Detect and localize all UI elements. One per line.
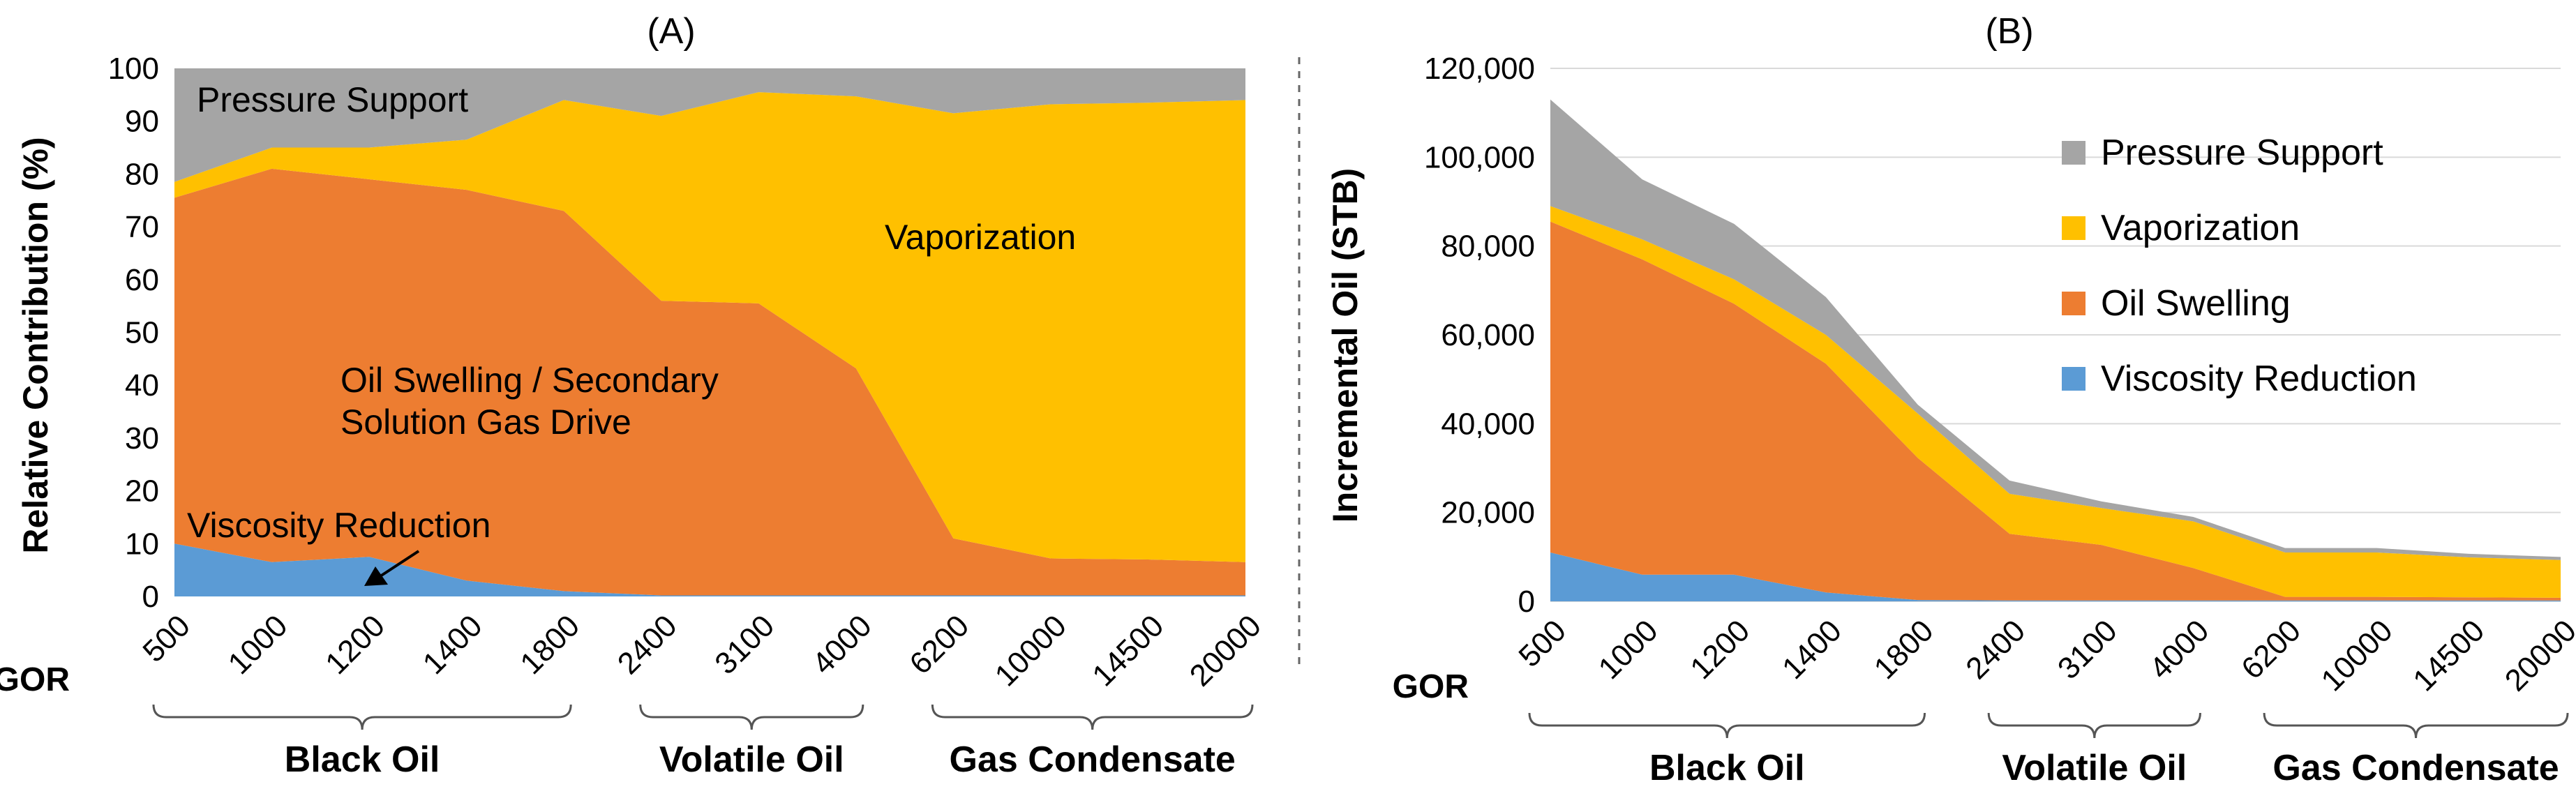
- panel-a-y-tick-label: 30: [125, 421, 159, 456]
- panel-b-x-tick-label: 3100: [2051, 613, 2124, 686]
- group-brace-gas-condensate-a: [931, 704, 1254, 730]
- label-viscosity-reduction-a: Viscosity Reduction: [187, 506, 491, 545]
- panel-b-y-tick-label: 120,000: [1424, 52, 1535, 86]
- panel-b-x-tick-label: 1000: [1592, 613, 1665, 686]
- area-oil-swelling-secondary-solution-gas-drive-a: [174, 168, 1245, 596]
- panel-a-y-tick-label: 20: [125, 474, 159, 509]
- panel-a-areas: [174, 68, 1245, 596]
- panel-b-x-tick-label: 6200: [2235, 613, 2307, 686]
- panel-b-x-tick-label: 1200: [1684, 613, 1756, 686]
- panel-b-y-tick-label: 40,000: [1441, 407, 1535, 441]
- panel-a-x-tick-label: 1000: [222, 608, 294, 681]
- legend-label-oil-swelling: Oil Swelling: [2101, 283, 2291, 324]
- panel-b-x-tick-label: 10000: [2315, 613, 2399, 698]
- label-oil-swelling-line1-a: Oil Swelling / Secondary: [340, 361, 719, 400]
- panel-a-gor-label: GOR: [0, 661, 70, 698]
- area-viscosity-reduction-a: [174, 543, 1245, 596]
- panel-a-x-tick-label: 4000: [806, 608, 878, 681]
- panel-a-y-tick-label: 0: [142, 580, 159, 614]
- panel-a-x-tick-label: 6200: [903, 608, 975, 681]
- legend-swatch-vaporization: [2062, 216, 2085, 240]
- panel-a-x-tick-label: 20000: [1183, 608, 1268, 693]
- viscosity-arrow-head: [364, 566, 388, 586]
- panel-a-x-tick-label: 1800: [514, 608, 586, 681]
- panel-b-x-tick-label: 20000: [2499, 613, 2576, 698]
- panel-b-areas: [1550, 99, 2561, 601]
- panel-b: (B) 0 20,000 40,000 60,000 80,000 100,000 120,…: [1326, 11, 2576, 788]
- group-label-black-oil-a: Black Oil: [285, 739, 440, 780]
- legend-label-vaporization: Vaporization: [2101, 208, 2300, 248]
- panel-a-x-tick-label: 1400: [417, 608, 489, 681]
- group-label-gas-condensate-b: Gas Condensate: [2272, 748, 2559, 788]
- panel-a-x-tick-label: 3100: [708, 608, 781, 681]
- group-brace-volatile-oil-b: [1987, 712, 2201, 739]
- panel-b-x-ticks: 500 1000 1200 1400 1800 2400 3100 4000 6200 10000…: [1512, 613, 2576, 698]
- panel-a-title: (A): [647, 11, 695, 52]
- panel-b-x-tick-label: 2400: [1959, 613, 2032, 686]
- panel-b-x-tick-label: 14500: [2406, 613, 2491, 698]
- panel-a-y-ticks: 0 10 20 30 40 50 60 70 80 90 100: [108, 52, 159, 614]
- panel-b-gor-label: GOR: [1393, 668, 1469, 705]
- panel-b-y-tick-label: 100,000: [1424, 140, 1535, 174]
- legend-swatch-viscosity-reduction: [2062, 367, 2085, 391]
- group-label-black-oil-b: Black Oil: [1649, 748, 1805, 788]
- panel-a-y-tick-label: 10: [125, 527, 159, 561]
- panel-a-y-axis-title: Relative Contribution (%): [16, 137, 55, 553]
- panel-a-y-tick-label: 100: [108, 52, 159, 86]
- panel-b-y-ticks: 0 20,000 40,000 60,000 80,000 100,000 120,000: [1424, 52, 1535, 619]
- panel-a-x-tick-label: 14500: [1086, 608, 1170, 693]
- area-pressure-support-a: [174, 68, 1245, 182]
- group-brace-gas-condensate-b: [2263, 712, 2569, 739]
- panel-a-y-tick-label: 80: [125, 157, 159, 191]
- panel-b-title: (B): [1985, 11, 2033, 52]
- panel-a-y-tick-label: 70: [125, 210, 159, 244]
- panel-b-y-tick-label: 0: [1518, 585, 1535, 619]
- label-pressure-support-a: Pressure Support: [197, 80, 468, 119]
- panel-b-x-tick-label: 1800: [1868, 613, 1940, 686]
- panel-b-x-tick-label: 1400: [1776, 613, 1848, 686]
- panel-a-y-tick-label: 60: [125, 263, 159, 297]
- area-vaporization-b: [1550, 206, 2561, 598]
- area-viscosity-reduction-b: [1550, 552, 2561, 601]
- legend-swatch-oil-swelling: [2062, 292, 2085, 315]
- panel-b-x-tick-label: 4000: [2143, 613, 2216, 686]
- panel-b-legend: Pressure Support Vaporization Oil Swelling…: [2062, 133, 2417, 399]
- panel-a-x-tick-label: 500: [136, 608, 197, 669]
- legend-swatch-pressure-support: [2062, 141, 2085, 165]
- group-brace-black-oil-b: [1528, 712, 1926, 739]
- group-brace-black-oil-a: [152, 704, 572, 730]
- legend-label-pressure-support: Pressure Support: [2101, 133, 2383, 173]
- panel-a-x-ticks: 500 1000 1200 1400 1800 2400 3100 4000 6200 10000…: [136, 608, 1268, 693]
- panel-b-y-axis-title: Incremental Oil (STB): [1326, 168, 1365, 522]
- panel-b-y-tick-label: 60,000: [1441, 318, 1535, 352]
- label-oil-swelling-line2-a: Solution Gas Drive: [340, 403, 631, 442]
- panel-a-groups: Black Oil Volatile Oil Gas Condensate: [152, 704, 1254, 780]
- panel-b-groups: Black Oil Volatile Oil Gas Condensate: [1528, 712, 2569, 788]
- panel-a-x-tick-label: 1200: [319, 608, 391, 681]
- group-label-volatile-oil-b: Volatile Oil: [2002, 748, 2187, 788]
- panel-b-y-tick-label: 80,000: [1441, 230, 1535, 264]
- area-vaporization-a: [174, 92, 1245, 562]
- group-label-gas-condensate-a: Gas Condensate: [950, 739, 1236, 780]
- panel-a: (A) 0 10 20 30 40 50 60 70 80 90 100 500 1000 1200 14…: [0, 11, 1268, 780]
- legend-label-viscosity-reduction: Viscosity Reduction: [2101, 359, 2417, 399]
- panel-a-x-tick-label: 10000: [989, 608, 1073, 693]
- area-oil-swelling-b: [1550, 221, 2561, 601]
- viscosity-arrow-shaft: [379, 550, 420, 578]
- group-brace-volatile-oil-a: [639, 704, 864, 730]
- label-vaporization-a: Vaporization: [885, 218, 1076, 257]
- panel-a-y-tick-label: 90: [125, 105, 159, 139]
- panel-a-x-tick-label: 2400: [611, 608, 684, 681]
- panel-a-y-tick-label: 40: [125, 368, 159, 403]
- panel-a-y-tick-label: 50: [125, 316, 159, 350]
- group-label-volatile-oil-a: Volatile Oil: [659, 739, 844, 780]
- panel-b-x-tick-label: 500: [1512, 613, 1573, 674]
- panel-b-y-tick-label: 20,000: [1441, 496, 1535, 530]
